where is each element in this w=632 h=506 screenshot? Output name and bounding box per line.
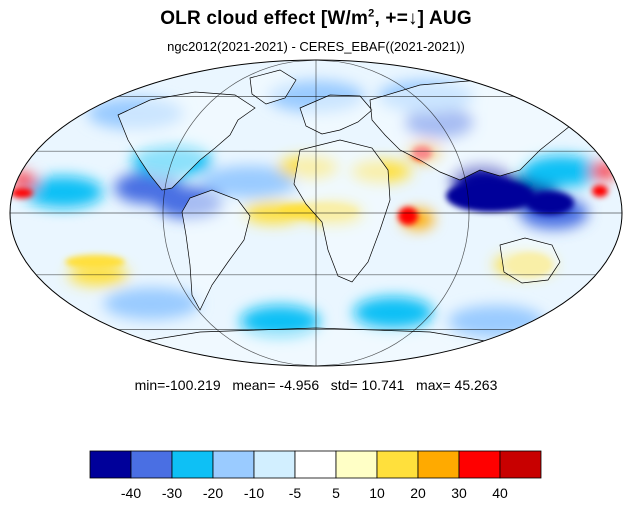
- map-field: [10, 60, 622, 366]
- min-label: min=: [134, 377, 166, 393]
- west-pacific-red-spot-left: [11, 188, 33, 198]
- mean-label: mean=: [232, 377, 276, 393]
- plot-title: OLR cloud effect [W/m2, +=↓] AUG: [0, 8, 632, 30]
- plot-subtitle: ngc2012(2021-2021) - CERES_EBAF((2021-20…: [167, 39, 465, 54]
- std-value: 10.741: [361, 377, 405, 393]
- west-pacific-red-spot-right: [592, 185, 608, 197]
- north-america: [117, 91, 256, 191]
- greenland: [249, 69, 297, 105]
- field-blob-blue-mid: [521, 155, 602, 188]
- map-outline: [9, 59, 623, 367]
- field-blob-red: [12, 173, 37, 190]
- field-blob-blue-mid: [353, 296, 434, 329]
- field-blob-blue-mid: [23, 176, 104, 209]
- arabian-sea-red-spot: [398, 207, 418, 225]
- field-blob-blue-light: [201, 165, 298, 198]
- graticule: [10, 60, 622, 366]
- title-units: , +=↓] AUG: [374, 8, 472, 29]
- indian-ocean-navy-core: [446, 180, 534, 212]
- mean-value: -4.956: [279, 377, 320, 393]
- statistics-line: min=-100.219 mean= -4.956 std= 10.741 ma…: [0, 377, 632, 393]
- africa: [293, 139, 391, 283]
- std-label: std=: [330, 377, 358, 393]
- field-blob-blue-light: [103, 287, 200, 320]
- max-label: max=: [416, 377, 451, 393]
- south-pacific-yellow-patch: [65, 255, 125, 269]
- continents: [117, 69, 586, 366]
- title-superscript: 2: [368, 7, 375, 20]
- meridian-line: [315, 60, 470, 366]
- min-value: -100.219: [165, 377, 221, 393]
- title-text: OLR cloud effect [W/m: [160, 8, 369, 29]
- maritime-continent-navy-core: [526, 191, 574, 215]
- australia: [499, 237, 561, 284]
- europe: [299, 94, 373, 135]
- meridian-line: [162, 60, 317, 366]
- max-value: 45.263: [454, 377, 498, 393]
- field-blob-blue-light: [448, 305, 545, 338]
- south-america: [181, 189, 251, 311]
